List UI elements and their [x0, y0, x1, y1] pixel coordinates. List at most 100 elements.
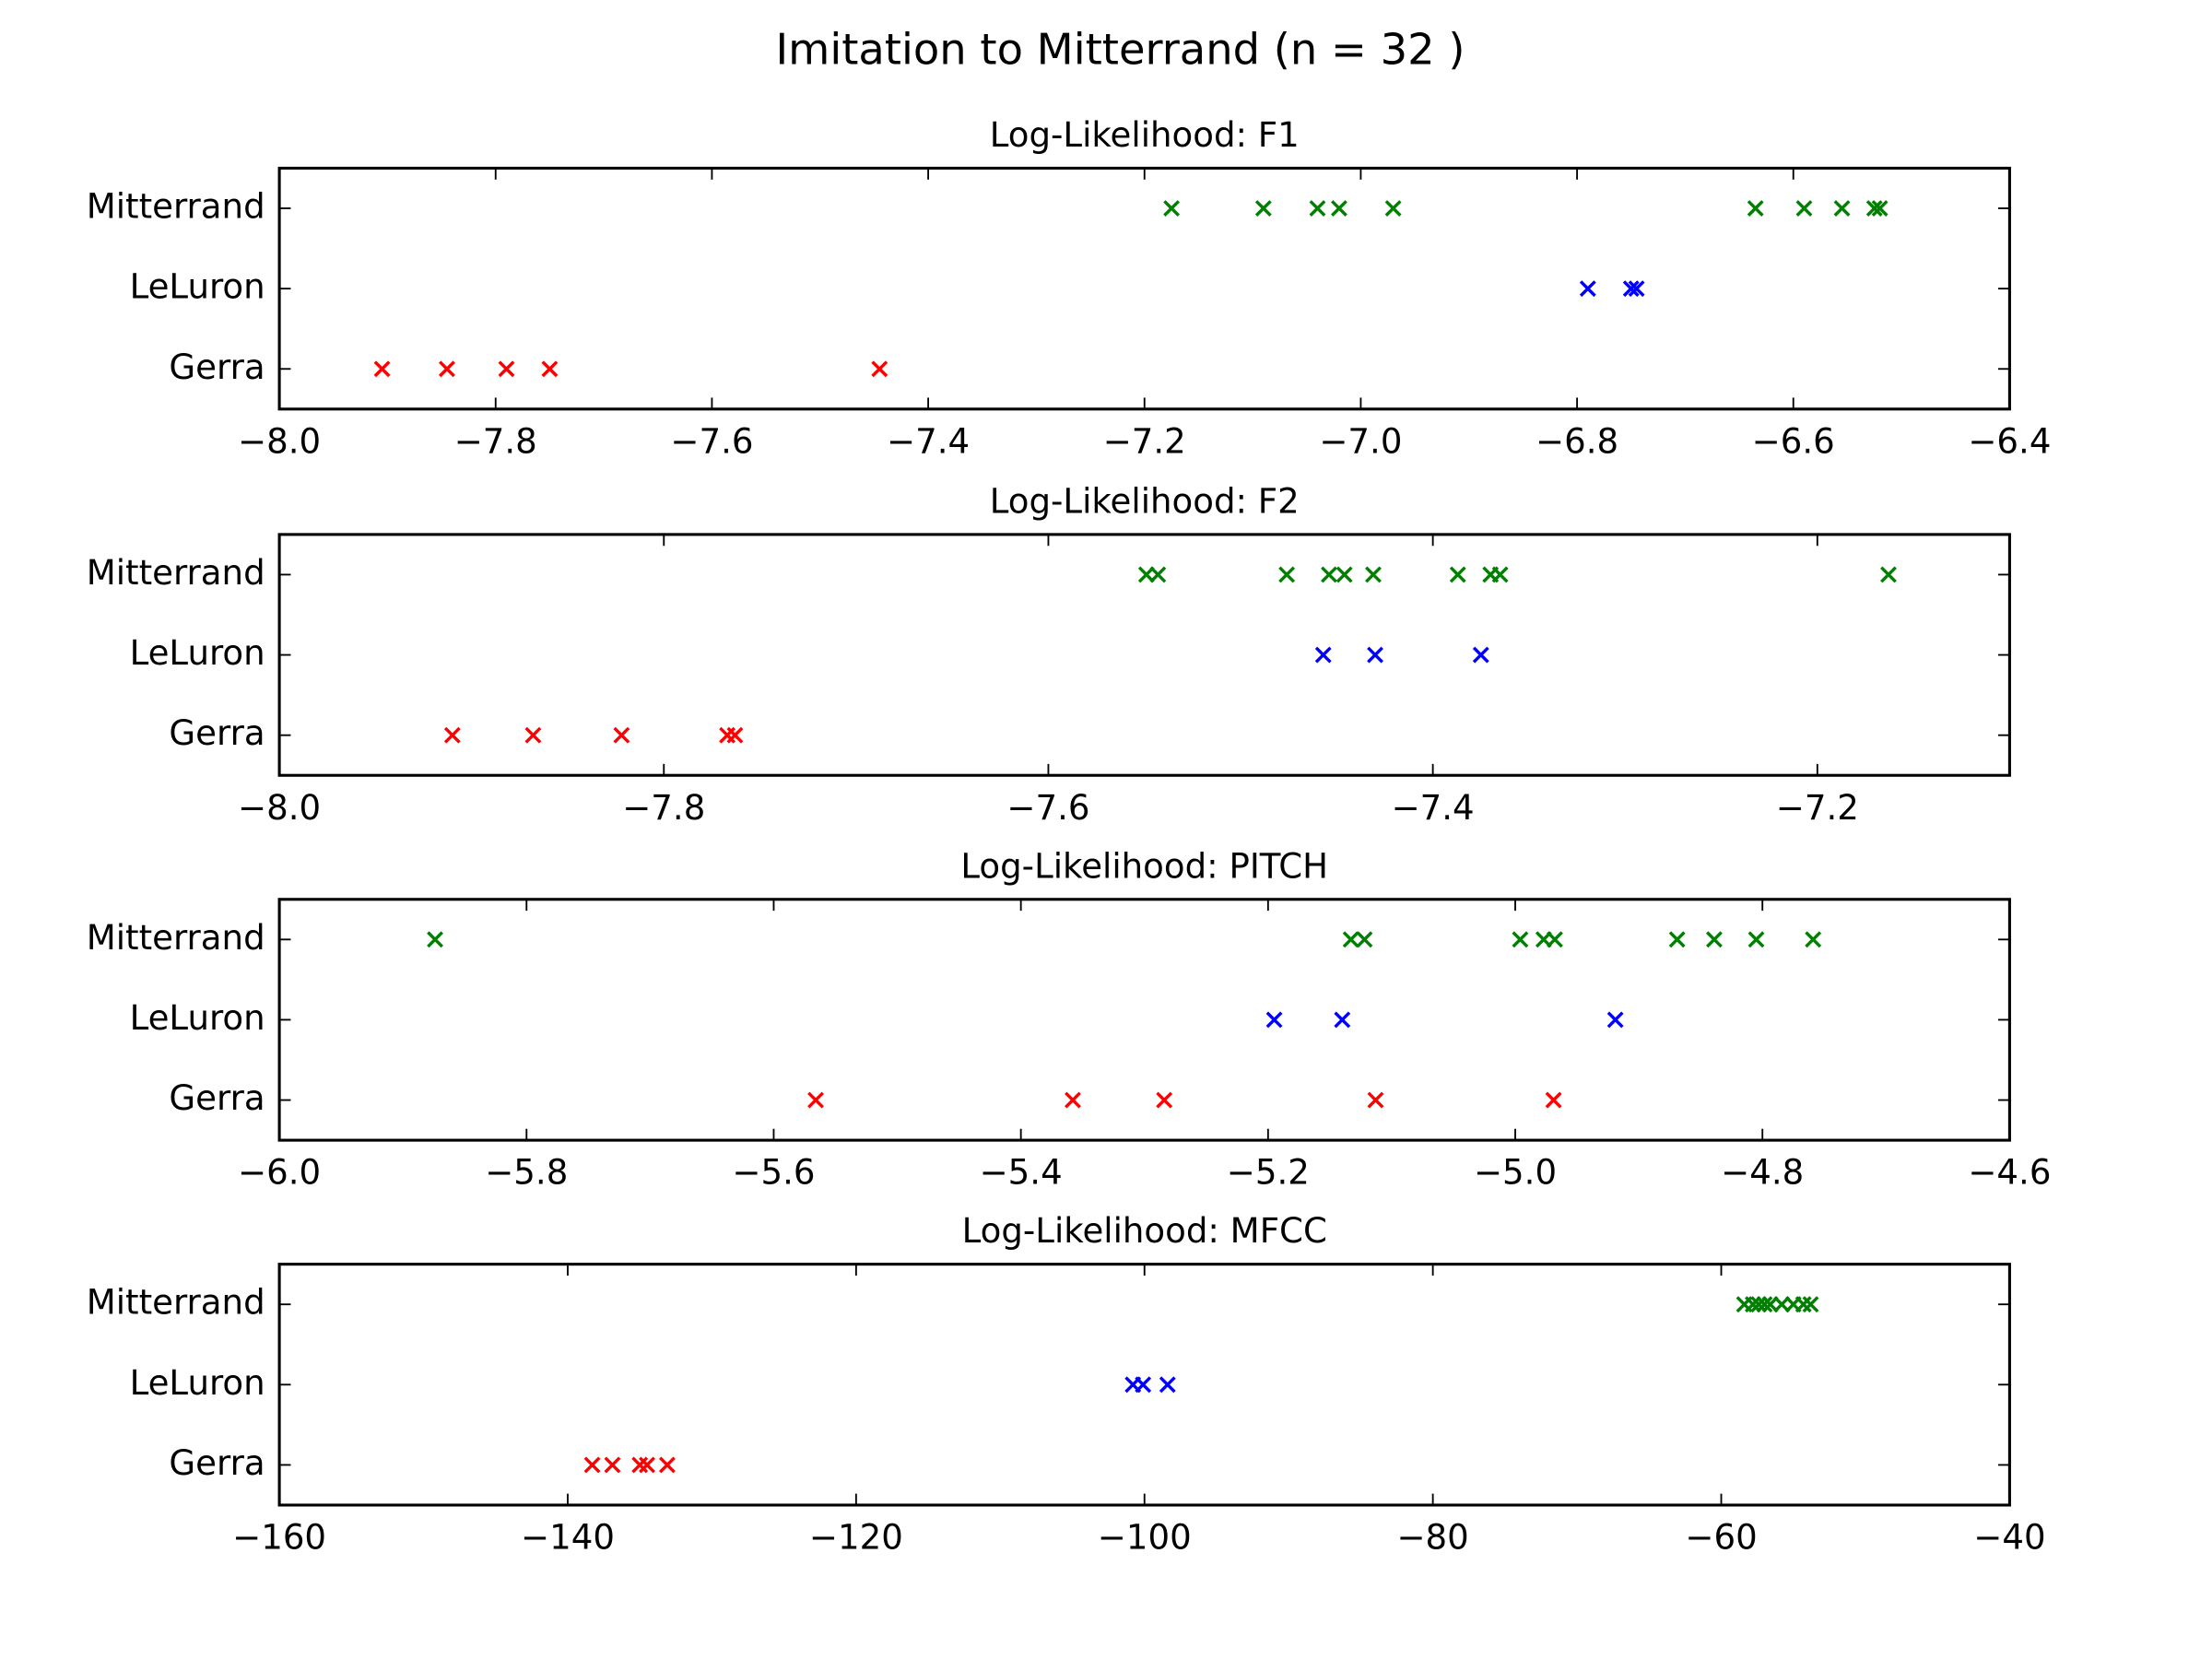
y-tick-label: Mitterrand	[87, 187, 265, 227]
figure-title: Imitation to Mitterrand (n = 32 )	[775, 25, 1465, 75]
marker	[1331, 200, 1347, 217]
marker	[524, 726, 542, 744]
marker	[1367, 1091, 1384, 1109]
marker	[1547, 931, 1563, 948]
y-tick-label: Mitterrand	[87, 553, 265, 593]
marker	[1163, 200, 1181, 217]
marker	[1159, 1376, 1176, 1394]
marker	[1794, 1296, 1812, 1313]
marker	[1254, 200, 1272, 217]
x-tick-label: −7.4	[1392, 788, 1475, 828]
x-tick-label: −5.2	[1227, 1153, 1310, 1193]
x-tick-label: −7.2	[1103, 421, 1186, 461]
marker	[1491, 566, 1509, 583]
marker	[1622, 280, 1640, 298]
marker	[1747, 931, 1765, 948]
x-tick-label: −4.8	[1721, 1153, 1804, 1193]
marker	[1342, 931, 1359, 948]
x-tick-label: −8.0	[238, 421, 321, 461]
x-tick-label: −7.8	[454, 421, 537, 461]
y-tick-label: Gerra	[169, 1443, 265, 1483]
y-tick-label: LeLuron	[130, 998, 265, 1038]
marker	[541, 360, 559, 378]
marker	[1871, 200, 1888, 217]
marker	[1334, 1011, 1351, 1029]
marker	[583, 1456, 601, 1474]
marker	[1065, 1091, 1081, 1109]
x-tick-label: −6.4	[1968, 421, 2051, 461]
marker	[1579, 280, 1596, 298]
x-tick-label: −5.0	[1474, 1153, 1557, 1193]
x-tick-label: −6.6	[1752, 421, 1835, 461]
marker	[639, 1456, 655, 1474]
y-tick-label: LeLuron	[130, 267, 265, 307]
marker	[1265, 1011, 1283, 1029]
x-tick-label: −120	[809, 1518, 903, 1558]
marker	[1384, 200, 1402, 217]
x-tick-label: −160	[232, 1518, 326, 1558]
x-tick-label: −4.6	[1968, 1153, 2051, 1193]
marker	[1705, 931, 1723, 948]
marker	[439, 360, 455, 378]
subplot-title: Log-Likelihood: MFCC	[962, 1211, 1327, 1251]
subplot-title: Log-Likelihood: F2	[990, 481, 1300, 521]
y-tick-label: Mitterrand	[87, 1283, 265, 1323]
marker	[726, 726, 744, 744]
x-tick-label: −8.0	[238, 788, 321, 828]
marker	[443, 726, 461, 744]
marker	[1833, 200, 1851, 217]
marker	[1321, 566, 1337, 583]
marker	[1865, 200, 1883, 217]
marker	[1278, 566, 1296, 583]
y-tick-label: LeLuron	[130, 1363, 265, 1403]
x-tick-label: −5.8	[485, 1153, 568, 1193]
x-tick-label: −6.8	[1535, 421, 1618, 461]
x-tick-label: −5.6	[732, 1153, 815, 1193]
marker	[1472, 646, 1489, 664]
x-tick-label: −7.6	[670, 421, 753, 461]
marker	[1309, 200, 1326, 217]
marker	[1756, 1296, 1773, 1313]
marker	[1367, 646, 1383, 664]
marker	[498, 360, 515, 378]
marker	[1356, 931, 1373, 948]
marker	[1628, 280, 1645, 298]
marker	[604, 1456, 621, 1474]
x-tick-label: −7.6	[1006, 788, 1089, 828]
marker	[1606, 1011, 1624, 1029]
y-tick-label: LeLuron	[130, 633, 265, 673]
marker	[1314, 646, 1332, 664]
marker	[1449, 566, 1466, 583]
marker	[1880, 566, 1897, 583]
marker	[1156, 1091, 1173, 1109]
x-tick-label: −7.2	[1776, 788, 1859, 828]
x-tick-label: −140	[521, 1518, 615, 1558]
marker	[1805, 931, 1822, 948]
plot-frame	[277, 533, 2011, 777]
marker	[1135, 1376, 1152, 1394]
plot-frame	[277, 166, 2011, 411]
x-tick-label: −7.0	[1319, 421, 1402, 461]
x-tick-label: −5.4	[980, 1153, 1063, 1193]
x-tick-label: −80	[1396, 1518, 1468, 1558]
marker	[658, 1456, 676, 1474]
x-tick-label: −7.8	[622, 788, 705, 828]
marker	[1802, 1296, 1819, 1313]
marker	[1747, 200, 1764, 217]
x-tick-label: −6.0	[238, 1153, 321, 1193]
marker	[613, 726, 630, 744]
x-tick-label: −100	[1098, 1518, 1192, 1558]
marker	[871, 360, 888, 378]
x-tick-label: −7.4	[887, 421, 970, 461]
x-tick-label: −40	[1973, 1518, 2045, 1558]
marker	[1512, 931, 1529, 948]
marker	[1795, 200, 1813, 217]
marker	[1335, 566, 1353, 583]
marker	[1545, 1091, 1562, 1109]
subplot-title: Log-Likelihood: PITCH	[960, 846, 1328, 886]
plot-frame	[277, 1263, 2011, 1507]
marker	[373, 360, 391, 378]
marker	[1149, 566, 1167, 583]
